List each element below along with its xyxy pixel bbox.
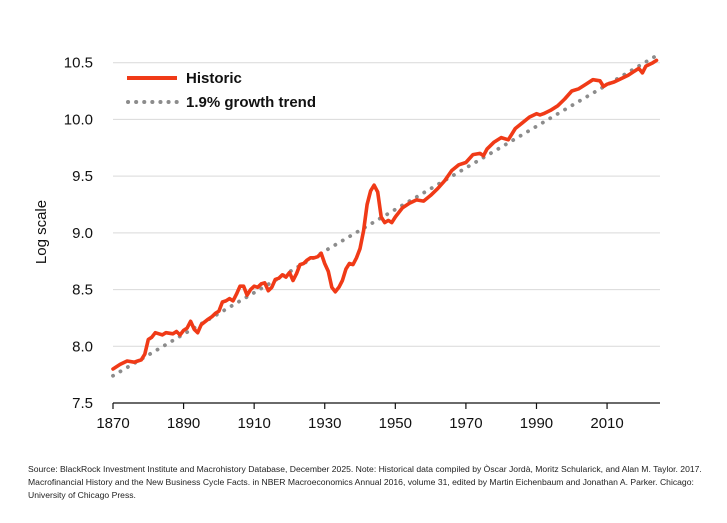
x-tick-label: 1950 bbox=[379, 415, 412, 432]
historic-line bbox=[111, 58, 659, 371]
x-tick-label: 2010 bbox=[590, 415, 623, 432]
x-tick-label: 1910 bbox=[237, 415, 270, 432]
x-tick-label: 1870 bbox=[96, 415, 129, 432]
x-tick-label: 1990 bbox=[520, 415, 553, 432]
y-tick-label: 8.0 bbox=[72, 338, 93, 355]
x-tick-label: 1930 bbox=[308, 415, 341, 432]
y-axis-tick-labels: 7.5 8.0 8.5 9.0 9.5 10.0 10.5 bbox=[64, 55, 93, 412]
x-axis-tick-labels: 1870 1890 1910 1930 1950 1970 1990 2010 bbox=[96, 403, 624, 432]
legend-label-historic: Historic bbox=[186, 70, 242, 87]
y-tick-label: 9.5 bbox=[72, 168, 93, 185]
source-footnote: Source: BlackRock Investment Institute a… bbox=[28, 464, 702, 500]
legend-label-trend: 1.9% growth trend bbox=[186, 94, 316, 111]
y-tick-label: 10.0 bbox=[64, 111, 93, 128]
y-tick-label: 8.5 bbox=[72, 282, 93, 299]
log-scale-line-chart: 7.5 8.0 8.5 9.0 9.5 10.0 10.5 1870 1890 1910 1930… bbox=[33, 51, 662, 432]
y-tick-label: 10.5 bbox=[64, 55, 93, 72]
trend-line bbox=[111, 51, 662, 378]
y-gridlines bbox=[113, 62, 660, 347]
series-lines bbox=[111, 51, 662, 378]
y-tick-label: 9.0 bbox=[72, 225, 93, 242]
x-tick-label: 1890 bbox=[167, 415, 200, 432]
y-tick-label: 7.5 bbox=[72, 395, 93, 412]
x-tick-label: 1970 bbox=[449, 415, 482, 432]
legend: Historic 1.9% growth trend bbox=[126, 70, 316, 111]
y-axis-label: Log scale bbox=[33, 200, 50, 264]
